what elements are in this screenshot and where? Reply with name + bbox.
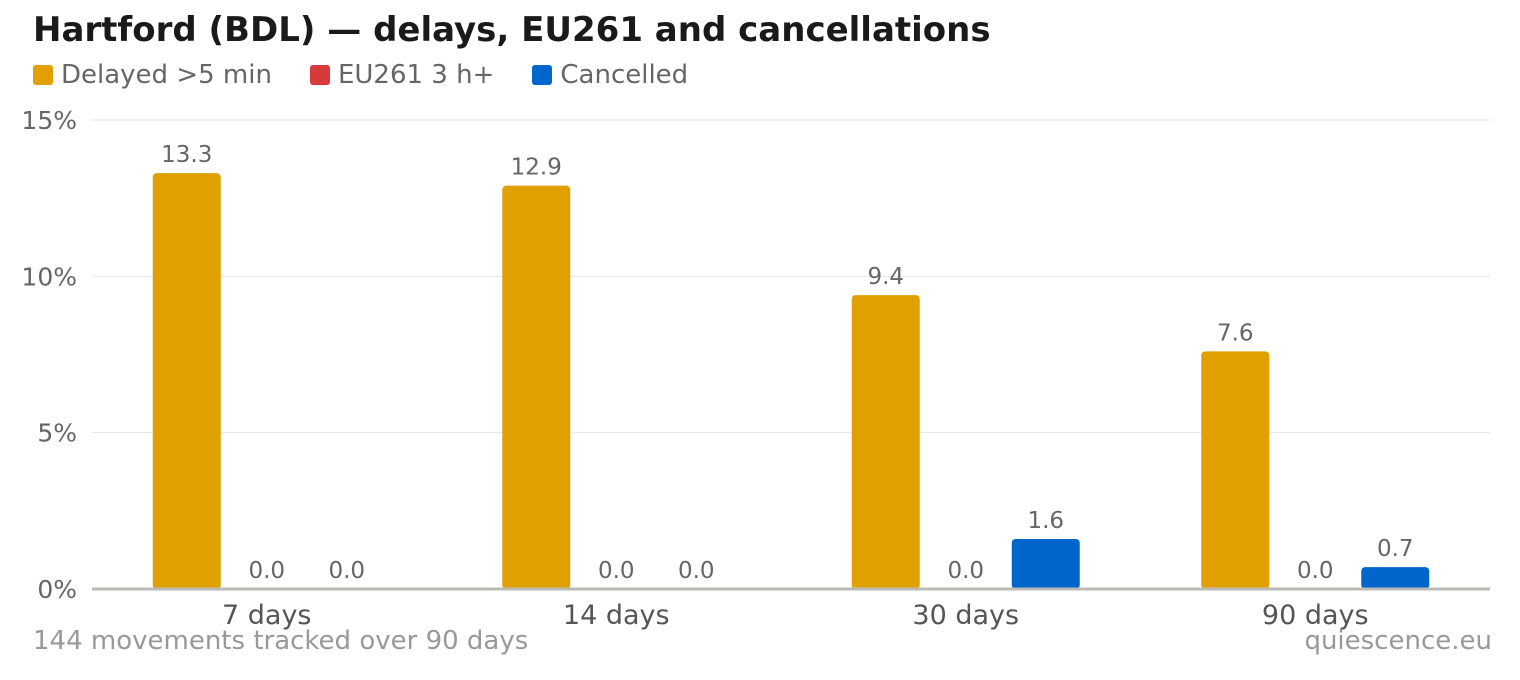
bar: [502, 185, 571, 589]
legend-item-delayed: Delayed >5 min: [33, 60, 272, 90]
bar: [1201, 351, 1270, 589]
legend-label-delayed: Delayed >5 min: [61, 60, 272, 90]
y-tick-label: 10%: [21, 262, 77, 291]
y-tick-label: 15%: [21, 106, 77, 135]
data-label: 13.3: [161, 142, 212, 168]
data-label: 9.4: [867, 264, 904, 290]
data-label: 0.0: [248, 558, 285, 584]
legend-item-cancelled: Cancelled: [532, 60, 688, 90]
bar: [1011, 538, 1080, 589]
data-label: 12.9: [511, 155, 562, 181]
legend-label-cancelled: Cancelled: [560, 60, 689, 90]
legend-swatch-eu261: [309, 65, 330, 85]
legend-swatch-delayed: [33, 65, 53, 85]
legend: Delayed >5 min EU261 3 h+ Cancelled: [33, 60, 726, 90]
bar: [152, 173, 221, 590]
data-label: 0.0: [947, 558, 984, 584]
legend-swatch-cancelled: [532, 65, 553, 85]
chart-title: Hartford (BDL) — delays, EU261 and cance…: [33, 10, 991, 50]
x-tick-label: 7 days: [222, 600, 312, 631]
y-tick-label: 5%: [37, 419, 77, 448]
data-label: 0.0: [598, 558, 635, 584]
footer-source: quiescence.eu: [1304, 626, 1492, 656]
legend-label-eu261: EU261 3 h+: [337, 60, 495, 90]
data-label: 0.0: [328, 558, 365, 584]
data-label: 1.6: [1027, 508, 1064, 534]
data-label: 0.0: [1297, 558, 1334, 584]
x-tick-label: 14 days: [563, 600, 670, 631]
x-tick-label: 90 days: [1262, 600, 1369, 631]
y-tick-label: 0%: [37, 575, 77, 604]
data-label: 0.7: [1377, 536, 1414, 562]
footer-note: 144 movements tracked over 90 days: [33, 626, 529, 656]
x-tick-label: 30 days: [912, 600, 1019, 631]
data-label: 7.6: [1217, 320, 1254, 346]
bar: [851, 295, 920, 589]
data-label: 0.0: [678, 558, 715, 584]
bar: [1361, 567, 1430, 589]
legend-item-eu261: EU261 3 h+: [309, 60, 495, 90]
